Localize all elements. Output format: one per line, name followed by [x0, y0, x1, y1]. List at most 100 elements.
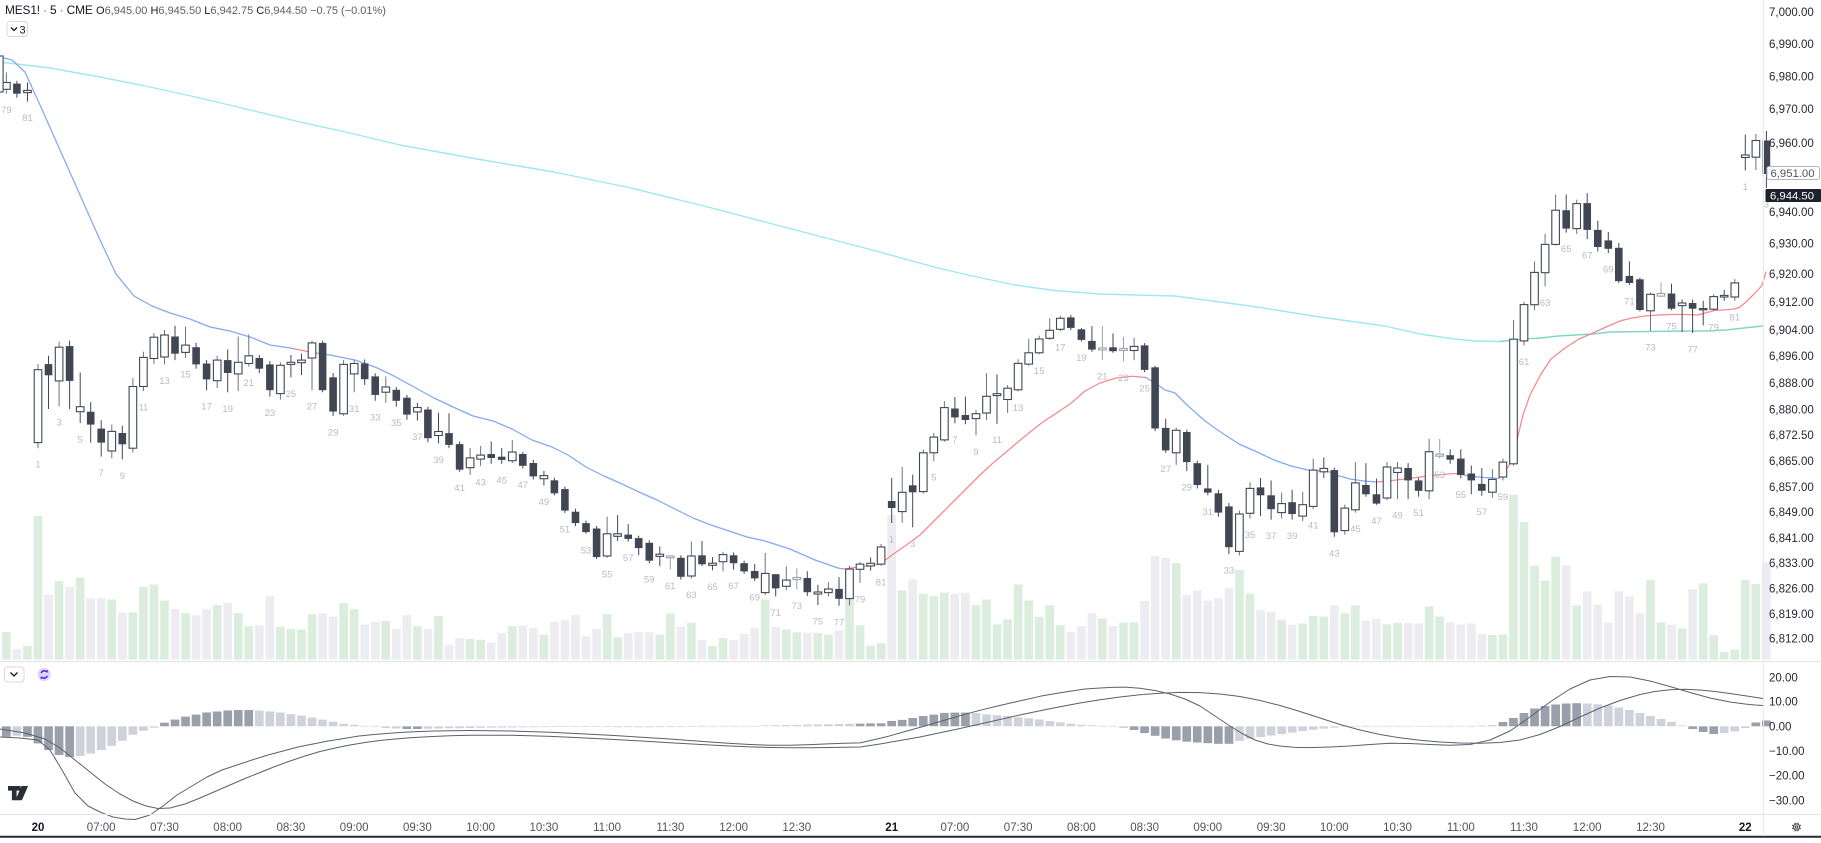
svg-text:10:30: 10:30: [1383, 822, 1412, 834]
svg-text:11:30: 11:30: [1510, 822, 1538, 834]
svg-text:31: 31: [349, 404, 360, 415]
svg-text:6,930.00: 6,930.00: [1769, 239, 1814, 251]
svg-text:1: 1: [35, 460, 40, 471]
svg-text:67: 67: [728, 581, 739, 592]
svg-text:6,904.00: 6,904.00: [1769, 325, 1814, 337]
svg-text:6,896.00: 6,896.00: [1769, 351, 1814, 363]
svg-text:65: 65: [1561, 244, 1572, 255]
svg-text:6,912.00: 6,912.00: [1769, 297, 1814, 309]
svg-text:77: 77: [1687, 345, 1698, 356]
svg-text:61: 61: [665, 581, 676, 592]
svg-text:81: 81: [1730, 312, 1741, 323]
svg-text:71: 71: [1624, 297, 1635, 308]
svg-text:13: 13: [1013, 403, 1024, 414]
svg-text:25: 25: [286, 389, 297, 400]
svg-text:3: 3: [20, 25, 26, 37]
svg-text:6,819.00: 6,819.00: [1769, 609, 1814, 621]
svg-text:3: 3: [56, 418, 61, 429]
svg-text:21: 21: [244, 378, 255, 389]
svg-text:1: 1: [1743, 182, 1748, 193]
svg-text:1: 1: [889, 535, 894, 546]
svg-text:39: 39: [1287, 531, 1298, 542]
svg-text:29: 29: [328, 427, 339, 438]
svg-text:09:30: 09:30: [403, 822, 432, 834]
svg-text:53: 53: [581, 545, 592, 556]
svg-text:6,880.00: 6,880.00: [1769, 405, 1814, 417]
svg-text:47: 47: [1371, 516, 1382, 527]
svg-text:35: 35: [1245, 530, 1256, 541]
svg-text:33: 33: [1224, 566, 1235, 577]
svg-text:6,960.00: 6,960.00: [1769, 138, 1814, 150]
svg-text:08:00: 08:00: [1067, 822, 1096, 834]
svg-text:6,940.00: 6,940.00: [1769, 207, 1814, 219]
svg-text:11:00: 11:00: [1447, 822, 1475, 834]
svg-text:35: 35: [391, 418, 402, 429]
svg-text:71: 71: [770, 608, 781, 619]
svg-text:37: 37: [412, 432, 423, 443]
svg-text:6,841.00: 6,841.00: [1769, 533, 1814, 545]
svg-text:53: 53: [1434, 470, 1445, 481]
svg-text:12:00: 12:00: [1573, 822, 1602, 834]
svg-text:41: 41: [1308, 521, 1319, 532]
svg-text:6,857.00: 6,857.00: [1769, 482, 1814, 494]
svg-text:49: 49: [539, 497, 550, 508]
svg-text:27: 27: [1160, 464, 1171, 475]
svg-text:12:30: 12:30: [782, 822, 811, 834]
svg-text:57: 57: [1477, 507, 1488, 518]
svg-text:O6,945.00 H6,945.50 L6,942.75: O6,945.00 H6,945.50 L6,942.75 C6,944.50 …: [96, 5, 386, 17]
svg-text:11: 11: [992, 435, 1002, 446]
svg-text:11:30: 11:30: [656, 822, 684, 834]
svg-text:31: 31: [1203, 507, 1214, 518]
svg-text:13: 13: [159, 376, 170, 387]
svg-text:79: 79: [1, 105, 12, 116]
svg-text:6,849.00: 6,849.00: [1769, 507, 1814, 519]
svg-text:77: 77: [834, 617, 845, 628]
svg-text:45: 45: [1350, 524, 1361, 535]
svg-text:57: 57: [623, 553, 634, 564]
svg-text:9: 9: [120, 471, 125, 482]
svg-text:81: 81: [876, 577, 887, 588]
svg-text:75: 75: [813, 617, 824, 628]
svg-text:09:00: 09:00: [340, 822, 369, 834]
svg-text:11:00: 11:00: [593, 822, 621, 834]
svg-text:63: 63: [686, 590, 697, 601]
svg-text:−10.00: −10.00: [1769, 746, 1805, 758]
svg-text:45: 45: [496, 475, 507, 486]
svg-text:20.00: 20.00: [1769, 672, 1798, 684]
svg-text:12:30: 12:30: [1636, 822, 1665, 834]
svg-text:67: 67: [1582, 251, 1593, 262]
svg-text:0.00: 0.00: [1769, 721, 1791, 733]
svg-text:08:30: 08:30: [1130, 822, 1159, 834]
svg-text:22: 22: [1739, 822, 1752, 834]
svg-text:33: 33: [370, 412, 381, 423]
svg-text:69: 69: [1603, 265, 1614, 276]
svg-text:23: 23: [265, 408, 276, 419]
svg-text:5: 5: [931, 473, 936, 484]
svg-text:09:00: 09:00: [1193, 822, 1222, 834]
svg-text:09:30: 09:30: [1257, 822, 1286, 834]
svg-text:37: 37: [1266, 531, 1277, 542]
svg-text:12:00: 12:00: [719, 822, 748, 834]
svg-text:6,920.00: 6,920.00: [1769, 269, 1814, 281]
svg-text:10:30: 10:30: [530, 822, 559, 834]
svg-text:−30.00: −30.00: [1769, 795, 1805, 807]
svg-text:55: 55: [602, 569, 613, 580]
svg-text:43: 43: [475, 477, 486, 488]
svg-text:61: 61: [1519, 357, 1530, 368]
svg-text:10.00: 10.00: [1769, 697, 1798, 709]
svg-text:63: 63: [1540, 298, 1551, 309]
svg-text:6,872.50: 6,872.50: [1769, 430, 1814, 442]
svg-text:21: 21: [1097, 372, 1108, 383]
svg-text:21: 21: [885, 822, 898, 834]
svg-text:59: 59: [1498, 492, 1509, 503]
svg-text:59: 59: [644, 575, 655, 586]
svg-text:81: 81: [22, 113, 33, 124]
svg-text:07:30: 07:30: [1004, 822, 1033, 834]
svg-text:10:00: 10:00: [1320, 822, 1349, 834]
svg-text:6,888.00: 6,888.00: [1769, 378, 1814, 390]
svg-text:19: 19: [222, 404, 233, 415]
svg-text:39: 39: [433, 455, 444, 466]
svg-text:6,990.00: 6,990.00: [1769, 39, 1814, 51]
svg-text:07:00: 07:00: [941, 822, 970, 834]
svg-text:29: 29: [1182, 483, 1193, 494]
